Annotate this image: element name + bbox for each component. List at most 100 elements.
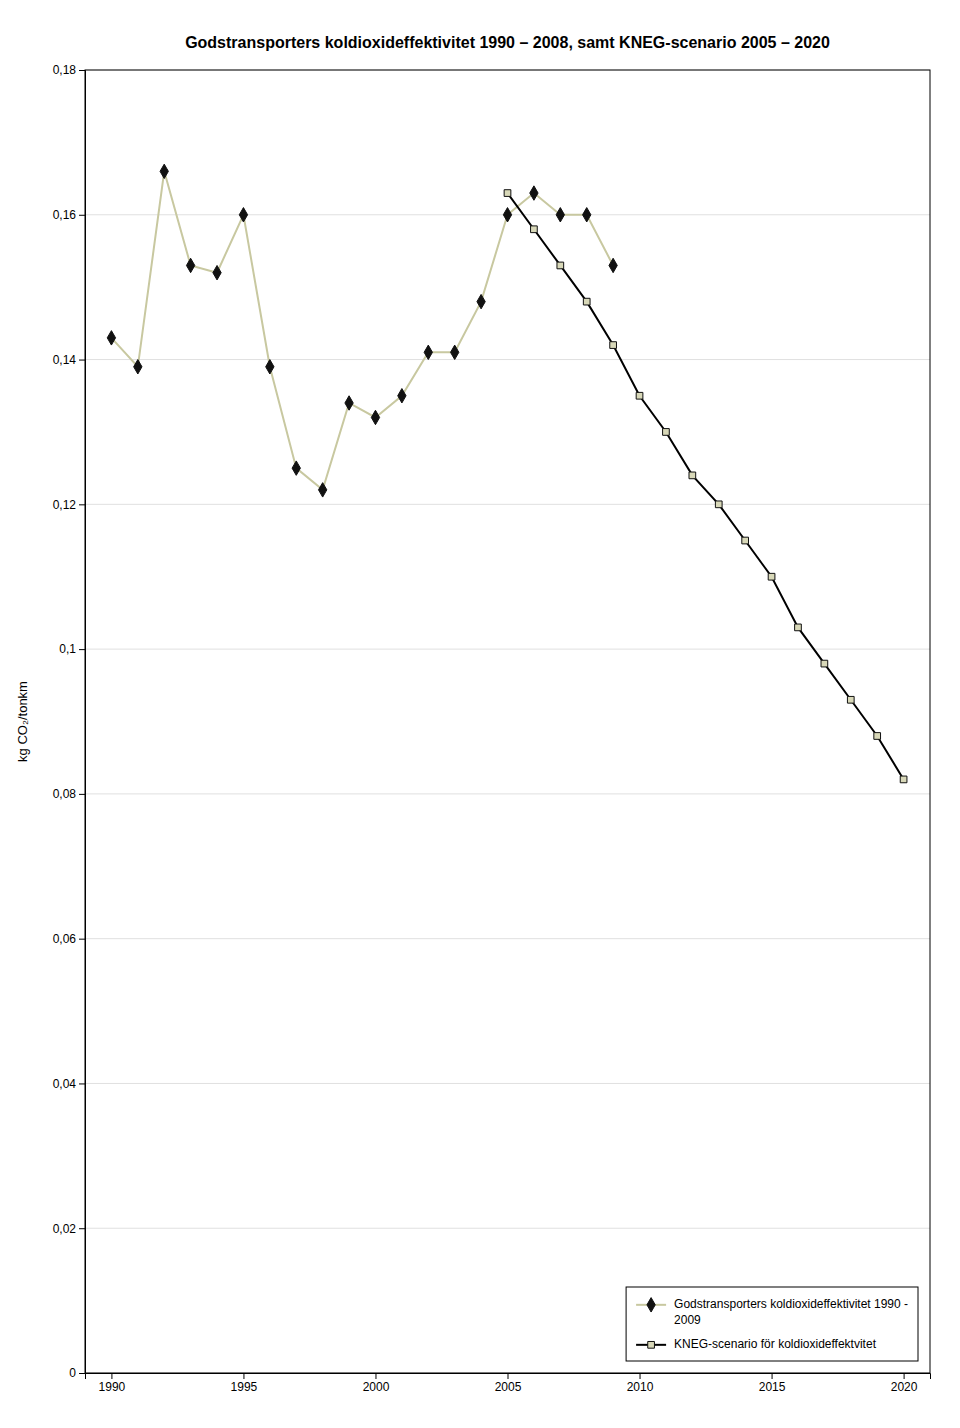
marker [663, 429, 670, 436]
tick-mark [111, 1373, 112, 1379]
marker [531, 226, 538, 233]
marker [795, 624, 802, 631]
marker [160, 164, 168, 178]
tick-mark [375, 1373, 376, 1379]
chart: 1990 1995 2000 2005 2010 2015 2020 0 0,02 0,04 0,0… [0, 0, 960, 1428]
marker [371, 410, 379, 424]
legend-marker [648, 1341, 655, 1348]
plot-frame [85, 70, 930, 1373]
tick-mark [904, 1373, 905, 1379]
marker [768, 573, 775, 580]
legend-item: KNEG-scenario för koldioxideffektvitet [636, 1337, 877, 1351]
tick-label: 0,14 [53, 353, 77, 367]
marker [874, 733, 881, 740]
tick: 0,08 [53, 787, 85, 801]
tick-label: 2000 [363, 1380, 390, 1394]
tick-label: 0,16 [53, 208, 77, 222]
legend-box [626, 1287, 918, 1361]
tick: 0,16 [53, 208, 85, 222]
tick: 2015 [759, 1373, 786, 1394]
axis-line [86, 1374, 931, 1380]
marker [266, 360, 274, 374]
marker [345, 396, 353, 410]
tick: 0,12 [53, 498, 85, 512]
marker [424, 345, 432, 359]
marker [583, 208, 591, 222]
legend-marker [647, 1298, 655, 1312]
tick: 0,02 [53, 1222, 85, 1236]
axis-title: kg CO₂/tonkm [15, 681, 30, 762]
marker [847, 696, 854, 703]
tick-label: 0,02 [53, 1222, 77, 1236]
tick-label: 0,12 [53, 498, 77, 512]
tick-mark [79, 794, 85, 795]
tick-label: 0,1 [59, 642, 76, 656]
marker [239, 208, 247, 222]
marker [557, 262, 564, 269]
tick: 0,14 [53, 353, 85, 367]
tick-label: 0,18 [53, 63, 77, 77]
tick-mark [79, 504, 85, 505]
tick-mark [772, 1373, 773, 1379]
tick-label: 2010 [627, 1380, 654, 1394]
tick-mark [79, 939, 85, 940]
tick: 0,18 [53, 63, 85, 77]
tick-mark [640, 1373, 641, 1379]
legend: Godstransporters koldioxideffektivitet 1… [626, 1287, 918, 1361]
grid-line [85, 1083, 930, 1084]
tick: 2010 [627, 1373, 654, 1394]
tick: 2000 [363, 1373, 390, 1394]
tick: 0,04 [53, 1077, 85, 1091]
grid-line [85, 938, 930, 939]
grid [85, 70, 930, 1373]
title: Godstransporters koldioxideffektivitet 1… [185, 34, 830, 51]
tick-mark [508, 1373, 509, 1379]
marker [318, 483, 326, 497]
marker [636, 392, 643, 399]
tick-label: 2015 [759, 1380, 786, 1394]
marker [451, 345, 459, 359]
tick: 0,06 [53, 932, 85, 946]
tick-label: 2005 [495, 1380, 522, 1394]
tick: 0,1 [59, 642, 85, 656]
marker [398, 389, 406, 403]
grid-line [85, 359, 930, 360]
tick-label: 0,08 [53, 787, 77, 801]
marker [504, 190, 511, 197]
tick-mark [79, 1373, 85, 1374]
marker [609, 258, 617, 272]
tick: 2020 [891, 1373, 918, 1394]
tick-label: 1995 [231, 1380, 258, 1394]
x-axis: 1990 1995 2000 2005 2010 2015 2020 [86, 1373, 931, 1394]
marker [292, 461, 300, 475]
tick-mark [79, 215, 85, 216]
grid-line [85, 793, 930, 794]
marker [715, 501, 722, 508]
y-axis: 0 0,02 0,04 0,06 0,08 0,1 0,12 0,14 0,16 0,18 [53, 63, 86, 1380]
marker [583, 298, 590, 305]
tick-mark [79, 360, 85, 361]
tick-mark [243, 1373, 244, 1379]
marker [610, 342, 617, 349]
tick-label: 0,04 [53, 1077, 77, 1091]
tick-mark [79, 1228, 85, 1229]
tick-label: 1990 [99, 1380, 126, 1394]
tick: 1990 [99, 1373, 126, 1394]
legend-label: KNEG-scenario för koldioxideffektvitet [674, 1337, 877, 1351]
marker [900, 776, 907, 783]
axis-line [79, 71, 86, 1374]
marker [556, 208, 564, 222]
marker [821, 660, 828, 667]
marker [186, 258, 194, 272]
series-line [508, 193, 904, 779]
tick-label: 0 [69, 1366, 76, 1380]
tick-mark [79, 70, 85, 71]
marker [689, 472, 696, 479]
grid-line [85, 1228, 930, 1229]
marker [742, 537, 749, 544]
legend-label: Godstransporters koldioxideffektivitet 1… [674, 1297, 908, 1327]
grid-line [85, 649, 930, 650]
tick: 1995 [231, 1373, 258, 1394]
tick: 0 [69, 1366, 85, 1380]
marker [107, 331, 115, 345]
